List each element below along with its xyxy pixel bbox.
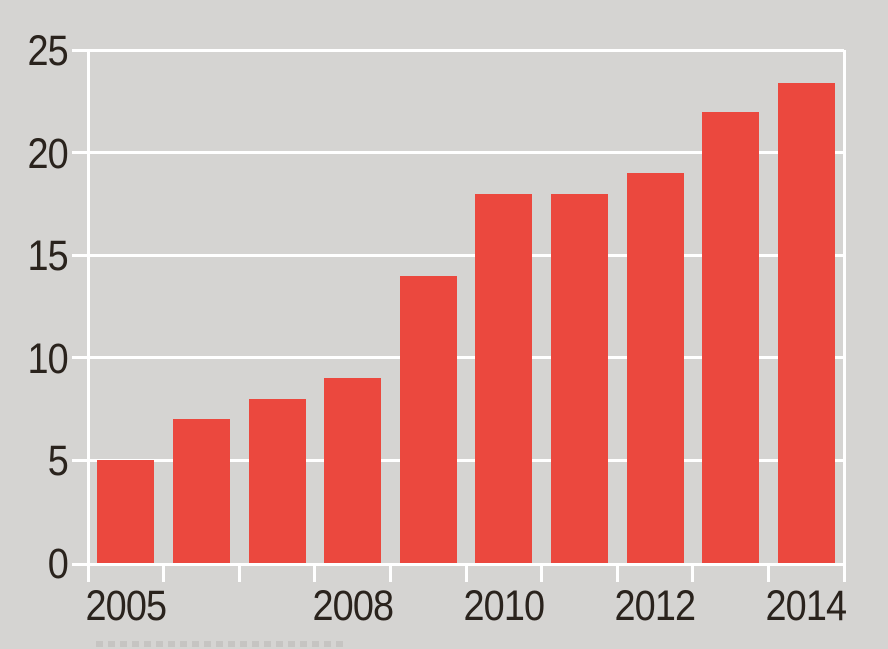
y-tick-label-text: 15	[27, 232, 69, 281]
gridline-15	[72, 253, 844, 257]
gridline-25	[72, 48, 844, 52]
plot-right-border	[843, 50, 846, 566]
y-tick-label-15: 15	[0, 232, 69, 281]
x-tick-label-text: 2012	[614, 582, 697, 630]
x-tick	[313, 563, 317, 582]
x-tick-label-2005: 2005	[46, 585, 206, 628]
x-tick	[86, 563, 90, 582]
bar-2006	[172, 419, 230, 563]
x-tick	[615, 563, 619, 582]
bar-2011	[550, 193, 608, 563]
x-tick	[842, 563, 846, 582]
x-tick	[237, 563, 241, 582]
y-tick-label-text: 5	[47, 437, 69, 486]
y-axis-line	[87, 50, 90, 566]
x-tick-label-2008: 2008	[273, 585, 433, 628]
bar-2007	[248, 398, 306, 563]
x-tick	[691, 563, 695, 582]
gridline-5	[72, 458, 844, 462]
gridline-20	[72, 151, 844, 155]
x-tick-label-text: 2008	[312, 582, 394, 630]
y-tick-label-10: 10	[0, 334, 69, 383]
cropped-text-remnant	[96, 641, 344, 647]
x-tick	[464, 563, 468, 582]
plot-area	[72, 48, 846, 582]
bar-2012	[626, 173, 684, 563]
bar-2013	[702, 111, 760, 563]
x-tick-label-2014: 2014	[726, 585, 886, 628]
y-tick-label-0: 0	[0, 540, 69, 588]
y-tick-label-20: 20	[0, 129, 69, 178]
x-axis-line	[72, 563, 844, 566]
y-tick-label-25: 25	[0, 27, 69, 75]
x-tick-label-text: 2005	[85, 582, 167, 630]
y-tick-label-text: 20	[27, 129, 69, 178]
x-tick-label-text: 2014	[765, 582, 848, 630]
gridline-10	[72, 356, 844, 360]
bar-2008	[324, 378, 382, 563]
x-tick	[388, 563, 392, 582]
x-tick-label-2012: 2012	[575, 585, 735, 628]
y-tick-label-5: 5	[0, 437, 69, 486]
bar-2009	[399, 275, 457, 563]
bar-2010	[475, 193, 533, 563]
y-tick-label-text: 0	[47, 540, 69, 588]
y-tick-label-text: 10	[27, 334, 69, 383]
x-tick	[766, 563, 770, 582]
x-tick	[540, 563, 544, 582]
bar-2014	[777, 82, 835, 563]
x-tick	[162, 563, 166, 582]
x-tick-label-text: 2010	[463, 582, 545, 630]
bar-2005	[97, 460, 155, 563]
x-tick-label-2010: 2010	[424, 585, 584, 628]
y-tick-label-text: 25	[27, 27, 69, 75]
